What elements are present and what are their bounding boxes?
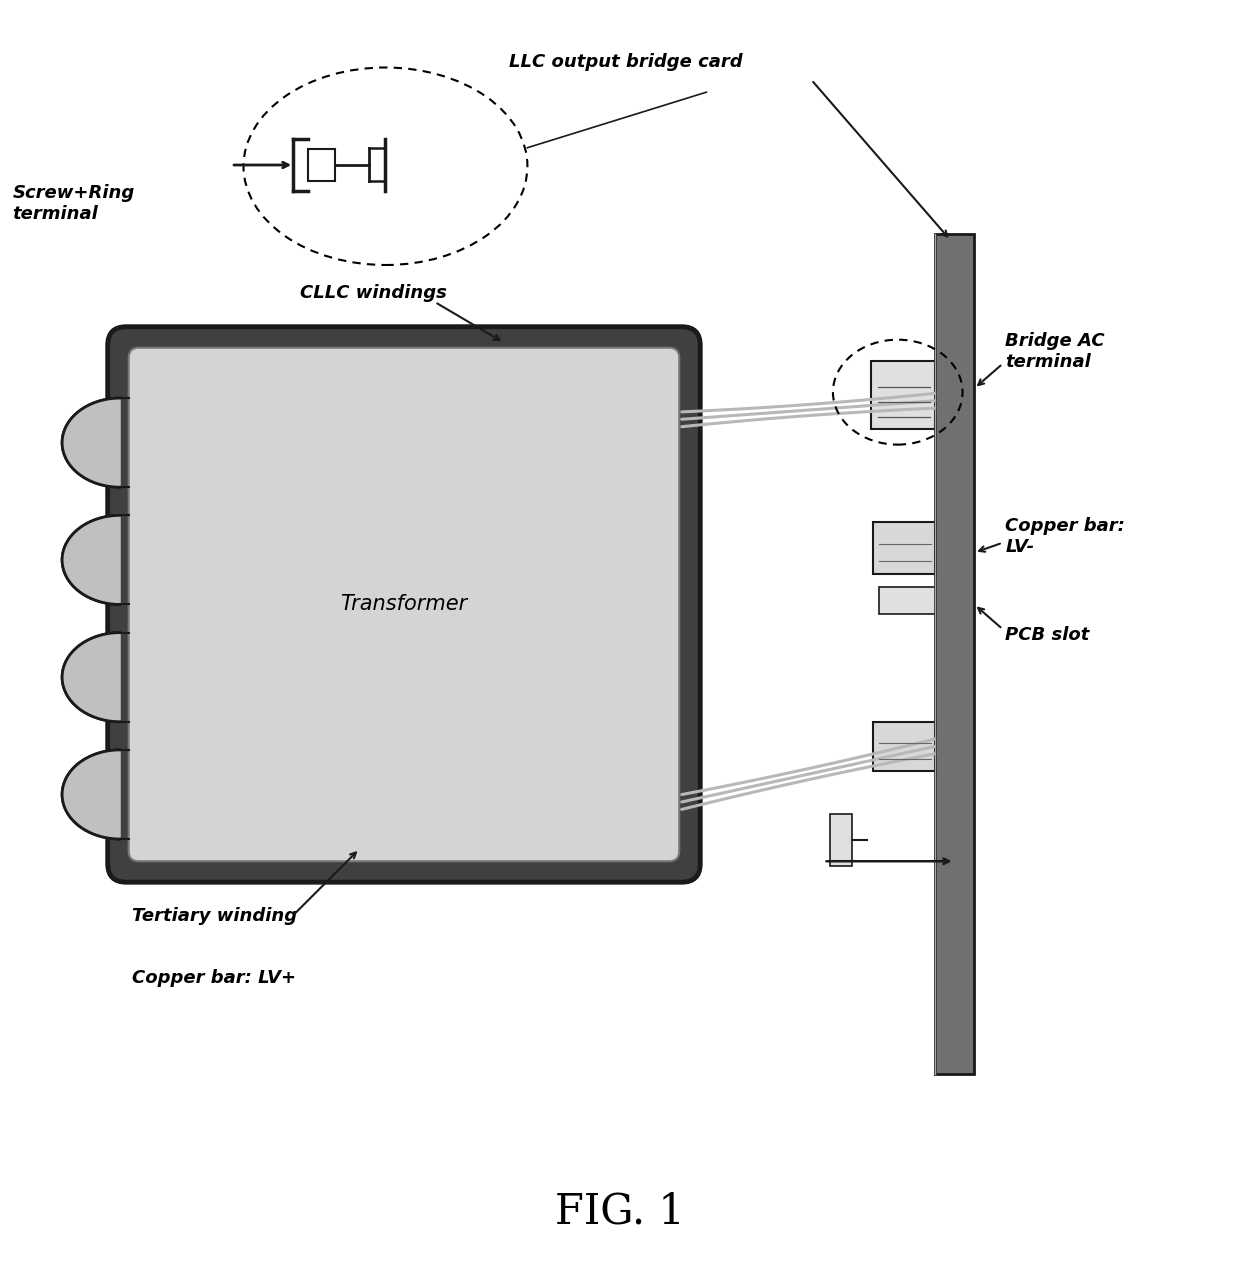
FancyBboxPatch shape bbox=[129, 348, 680, 861]
Text: CLLC windings: CLLC windings bbox=[300, 284, 446, 302]
Polygon shape bbox=[62, 633, 120, 722]
Polygon shape bbox=[62, 749, 120, 839]
Polygon shape bbox=[62, 398, 120, 488]
Ellipse shape bbox=[243, 68, 527, 266]
Text: FIG. 1: FIG. 1 bbox=[556, 1191, 684, 1233]
Bar bbox=[830, 815, 852, 866]
Bar bbox=[873, 722, 935, 771]
Bar bbox=[873, 522, 935, 574]
Text: Transformer: Transformer bbox=[340, 594, 467, 615]
Text: PCB slot: PCB slot bbox=[1006, 626, 1090, 644]
Bar bbox=[308, 149, 335, 181]
Text: Screw+Ring
terminal: Screw+Ring terminal bbox=[12, 183, 135, 223]
Bar bbox=[935, 234, 975, 1074]
Text: Copper bar:
LV-: Copper bar: LV- bbox=[1006, 517, 1125, 556]
Bar bbox=[879, 588, 935, 615]
Bar bbox=[870, 362, 935, 430]
Text: Bridge AC
terminal: Bridge AC terminal bbox=[1006, 332, 1105, 371]
Text: Copper bar: LV+: Copper bar: LV+ bbox=[133, 969, 296, 987]
Text: Tertiary winding: Tertiary winding bbox=[133, 907, 298, 925]
Text: LLC output bridge card: LLC output bridge card bbox=[510, 53, 743, 71]
FancyBboxPatch shape bbox=[108, 327, 701, 883]
Polygon shape bbox=[62, 516, 120, 604]
